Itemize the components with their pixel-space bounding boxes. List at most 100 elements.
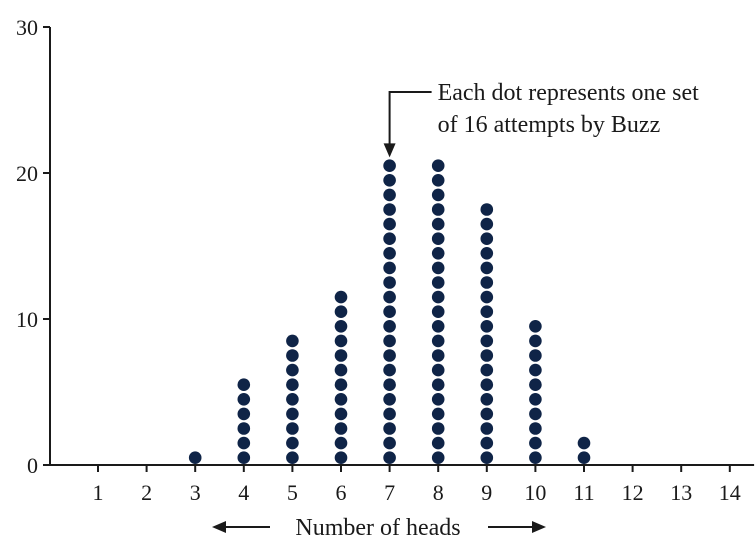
dot-x7-12 xyxy=(383,290,396,304)
dot-x10-8 xyxy=(529,349,542,362)
dot-x3-1 xyxy=(188,451,202,465)
dot-x9-12 xyxy=(480,290,494,304)
annotation-text-line-2: of 16 attempts by Buzz xyxy=(438,112,661,138)
dot-x9-9 xyxy=(480,334,494,348)
dot-x8-2 xyxy=(431,436,445,450)
dot-x9-7 xyxy=(480,363,494,377)
annotation-text-line-1: Each dot represents one set xyxy=(438,80,700,106)
dot-x7-13 xyxy=(383,276,396,289)
dot-x7-7 xyxy=(383,363,396,377)
dot-x11-2 xyxy=(577,436,591,450)
dot-x10-5 xyxy=(529,393,542,406)
dot-x8-11 xyxy=(431,305,445,319)
dot-x8-5 xyxy=(431,393,445,406)
x-tick-label-7: 7 xyxy=(384,480,395,505)
x-tick-label-5: 5 xyxy=(287,480,298,505)
x-tick-label-1: 1 xyxy=(93,480,104,505)
dot-x8-10 xyxy=(431,320,445,333)
dot-x8-8 xyxy=(431,349,445,362)
dot-x6-8 xyxy=(334,349,348,362)
data-dots xyxy=(188,159,591,465)
dot-x5-7 xyxy=(286,363,299,377)
dot-x4-4 xyxy=(237,407,251,421)
x-tick-label-2: 2 xyxy=(141,480,152,505)
dot-x6-5 xyxy=(334,393,348,406)
dot-x9-4 xyxy=(480,407,494,421)
annotation-arrow xyxy=(388,91,432,146)
dot-x7-6 xyxy=(383,378,396,392)
y-tick-label-10: 10 xyxy=(16,307,38,332)
dot-x8-3 xyxy=(431,422,445,435)
dot-x5-8 xyxy=(286,349,299,362)
dot-x9-8 xyxy=(480,349,494,362)
dot-x9-2 xyxy=(480,436,494,450)
dot-column-x8 xyxy=(431,159,445,465)
dot-x9-10 xyxy=(480,320,494,333)
dot-x9-14 xyxy=(480,261,494,275)
dot-x9-3 xyxy=(480,422,494,435)
dot-x5-5 xyxy=(286,393,299,406)
dot-x5-2 xyxy=(286,436,299,450)
dot-x7-3 xyxy=(383,422,396,435)
dot-x8-17 xyxy=(431,217,445,231)
dot-x7-21 xyxy=(383,159,396,172)
x-ticks: 1 2 3 4 5 6 7 8 9 10 11 12 13 14 xyxy=(93,465,741,505)
dot-x8-6 xyxy=(431,378,445,392)
x-tick-label-6: 6 xyxy=(336,480,347,505)
dot-x7-2 xyxy=(383,436,396,450)
dot-x8-19 xyxy=(431,188,445,202)
dot-x5-4 xyxy=(286,407,299,421)
dot-x7-1 xyxy=(383,451,396,465)
x-tick-label-3: 3 xyxy=(190,480,201,505)
dot-x5-1 xyxy=(286,451,299,465)
dot-x7-11 xyxy=(383,305,396,319)
x-tick-label-9: 9 xyxy=(481,480,492,505)
dot-x6-3 xyxy=(334,422,348,435)
x-tick-label-12: 12 xyxy=(622,480,644,505)
dot-x10-4 xyxy=(529,407,542,421)
x-tick-label-11: 11 xyxy=(573,480,594,505)
x-tick-label-14: 14 xyxy=(719,480,741,505)
dot-x4-1 xyxy=(237,451,251,465)
dot-x6-6 xyxy=(334,378,348,392)
dot-column-x11 xyxy=(577,436,591,465)
dot-x8-12 xyxy=(431,290,445,304)
dot-x7-15 xyxy=(383,247,396,260)
dot-x10-2 xyxy=(529,436,542,450)
x-axis-label-group: Number of heads xyxy=(212,515,546,541)
dot-x8-18 xyxy=(431,203,445,216)
dot-x10-9 xyxy=(529,334,542,348)
dot-x9-11 xyxy=(480,305,494,319)
dot-x9-15 xyxy=(480,247,494,260)
dot-x7-16 xyxy=(383,232,396,245)
annotation-arrowhead xyxy=(383,143,396,158)
dot-x11-1 xyxy=(577,451,591,465)
dot-x8-16 xyxy=(431,232,445,245)
dot-x6-1 xyxy=(334,451,348,465)
x-tick-label-8: 8 xyxy=(433,480,444,505)
dot-x8-13 xyxy=(431,276,445,289)
dot-x6-9 xyxy=(334,334,348,348)
dot-x7-18 xyxy=(383,203,396,216)
dot-x7-4 xyxy=(383,407,396,421)
dot-x5-3 xyxy=(286,422,299,435)
dot-x9-13 xyxy=(480,276,494,289)
dot-x4-2 xyxy=(237,436,251,450)
dot-x6-4 xyxy=(334,407,348,421)
dot-x7-8 xyxy=(383,349,396,362)
dot-x6-2 xyxy=(334,436,348,450)
dot-x8-7 xyxy=(431,363,445,377)
x-axis-label: Number of heads xyxy=(295,515,460,541)
y-tick-label-20: 20 xyxy=(16,161,38,186)
dot-x5-9 xyxy=(286,334,299,348)
dot-column-x9 xyxy=(480,203,494,465)
dot-x8-15 xyxy=(431,247,445,260)
dot-x10-7 xyxy=(529,363,542,377)
dot-x5-6 xyxy=(286,378,299,392)
dot-x7-10 xyxy=(383,320,396,333)
dot-column-x3 xyxy=(188,451,202,465)
dot-x4-5 xyxy=(237,393,251,406)
dot-column-x4 xyxy=(237,378,251,465)
